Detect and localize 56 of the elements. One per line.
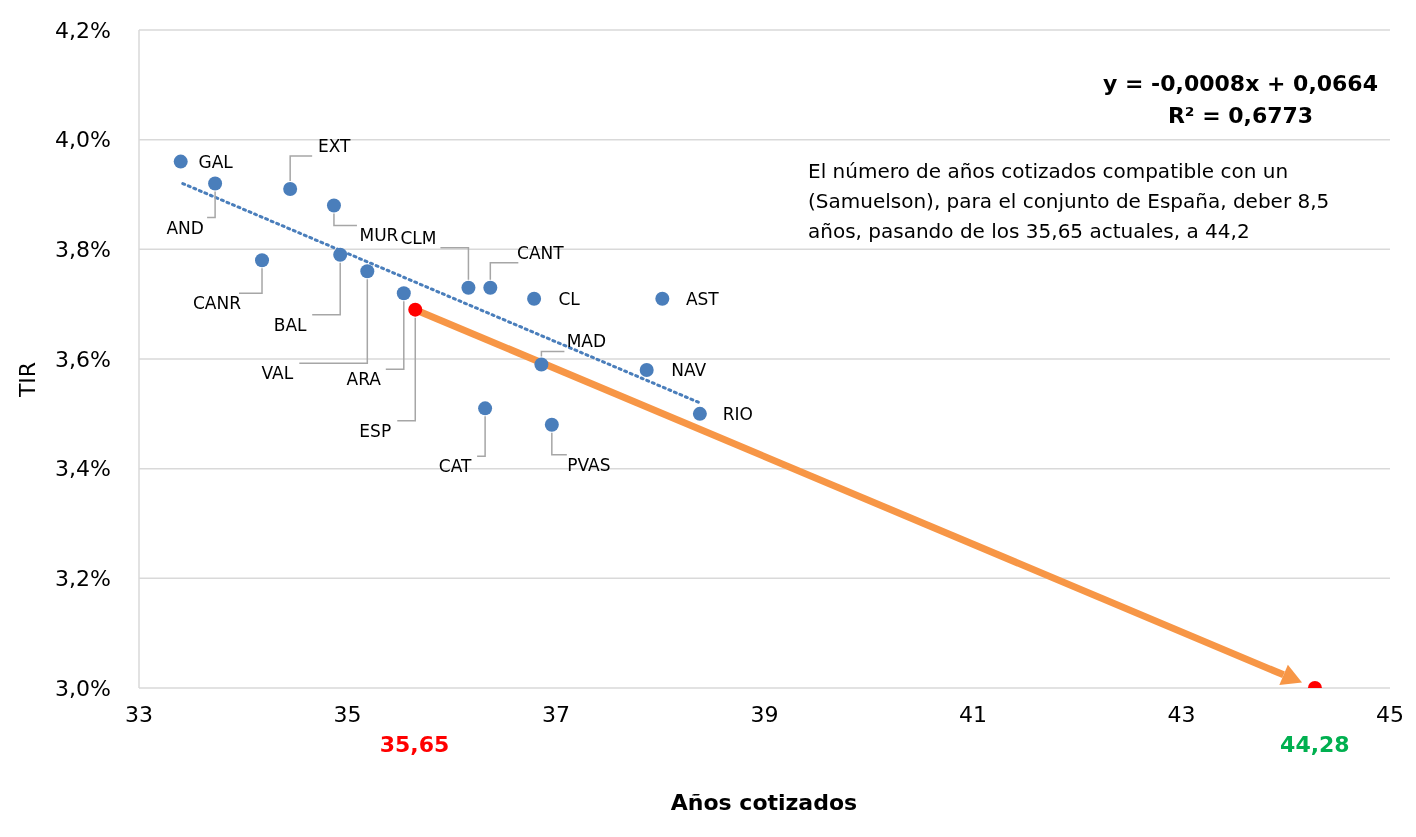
point xyxy=(396,286,411,301)
point xyxy=(534,357,549,372)
annotation: MUR xyxy=(359,225,399,246)
x-tick-label: 37 xyxy=(542,701,570,727)
x-tick-label: 41 xyxy=(959,701,987,727)
y-tick-label: 3,8% xyxy=(55,237,111,263)
point xyxy=(360,264,375,279)
point xyxy=(639,362,654,377)
annotation: CANT xyxy=(517,242,565,263)
annotation: CAT xyxy=(438,456,472,477)
point xyxy=(478,401,493,416)
annotation: R² = 0,6773 xyxy=(1166,102,1315,130)
point xyxy=(461,280,476,295)
point xyxy=(326,198,341,213)
annotation: VAL xyxy=(261,363,294,384)
annotation: MAD xyxy=(566,331,607,352)
text: 44,28 xyxy=(1279,732,1351,757)
point xyxy=(483,280,498,295)
annotation: GAL xyxy=(198,151,234,172)
x-axis-title: Años cotizados xyxy=(669,790,859,815)
y-axis-title: TIR xyxy=(15,361,41,397)
annotation: ESP xyxy=(359,420,392,441)
point xyxy=(544,417,559,432)
text: 35,65 xyxy=(378,732,451,757)
annotation: El número de años cotizados compatible con un (Samuelson), para el conjunto de España, deber 8,5 años, pasando de los 35,65 actuales, a 44,2 xyxy=(808,158,1331,245)
annotation: y = -0,0008x + 0,0664 xyxy=(1103,70,1378,98)
x-tick-label: 39 xyxy=(750,701,779,727)
annotation: RIO xyxy=(722,403,753,424)
point xyxy=(527,291,542,306)
annotation: NAV xyxy=(671,359,707,380)
annotation: CLM xyxy=(400,227,437,248)
annotation: CANR xyxy=(193,293,242,314)
x-tick-label: 45 xyxy=(1376,701,1404,727)
y-tick-label: 4,0% xyxy=(55,127,111,153)
y-tick-label: 3,0% xyxy=(55,675,111,701)
y-tick-label: 3,2% xyxy=(55,566,111,592)
point xyxy=(208,176,223,191)
point xyxy=(173,154,188,169)
annotation: AST xyxy=(685,288,720,309)
y-tick-label: 3,6% xyxy=(55,346,111,372)
point xyxy=(408,302,423,317)
x-tick-label: 35 xyxy=(333,701,362,727)
annotation: BAL xyxy=(273,314,308,335)
point xyxy=(692,406,707,421)
x-tick-label: 33 xyxy=(125,701,153,727)
annotation: EXT xyxy=(317,136,352,157)
y-tick-label: 3,4% xyxy=(55,456,111,482)
y-tick-label: 4,2% xyxy=(55,17,111,43)
point xyxy=(255,253,270,268)
point xyxy=(655,291,670,306)
annotation: ARA xyxy=(346,369,382,390)
annotation: PVAS xyxy=(567,454,611,475)
annotation: AND xyxy=(166,217,204,238)
annotation: CL xyxy=(558,288,581,309)
point xyxy=(283,182,298,197)
x-tick-label: 43 xyxy=(1167,701,1196,727)
